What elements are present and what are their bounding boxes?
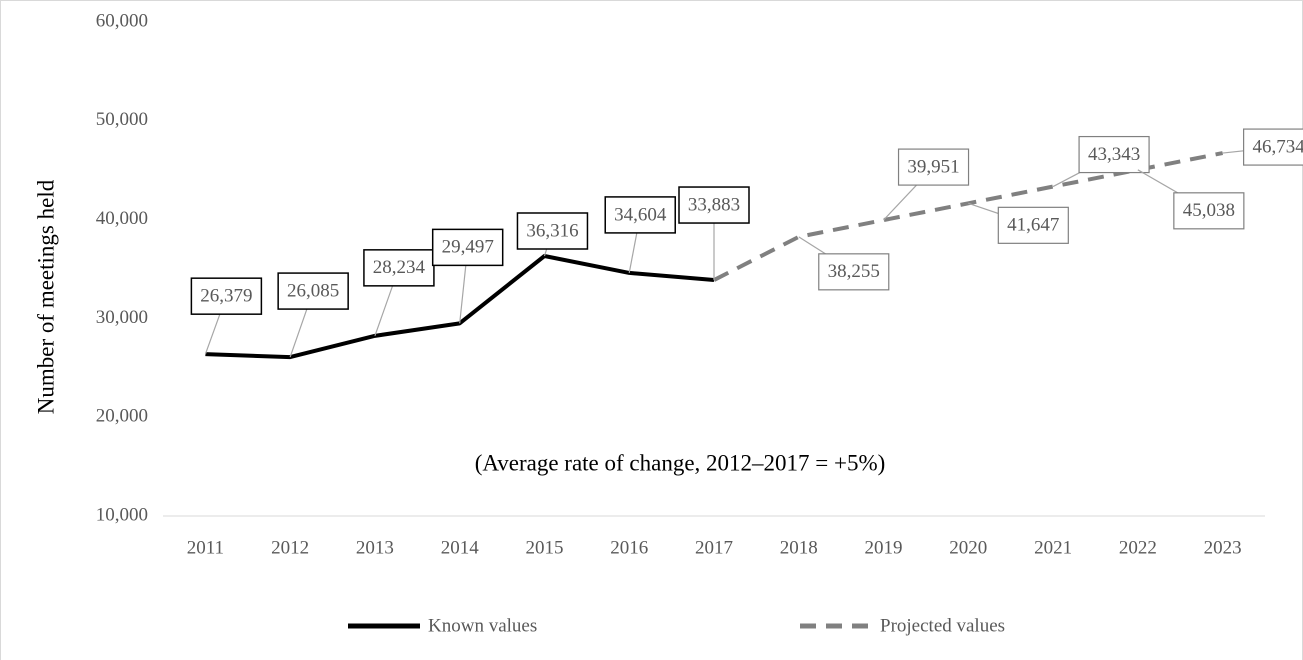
data-label: 41,647 bbox=[997, 206, 1069, 244]
data-label: 39,951 bbox=[897, 148, 970, 186]
data-label-text: 28,234 bbox=[373, 257, 426, 278]
label-box bbox=[1243, 128, 1303, 166]
data-label-text: 46,734 bbox=[1252, 136, 1303, 157]
x-tick-label: 2021 bbox=[1034, 537, 1072, 558]
data-label: 29,497 bbox=[431, 228, 504, 267]
data-label: 28,234 bbox=[363, 249, 435, 287]
y-tick-label: 40,000 bbox=[96, 208, 148, 229]
label-box bbox=[897, 148, 970, 186]
label-box bbox=[190, 277, 263, 315]
data-label-text: 43,343 bbox=[1088, 144, 1140, 165]
data-label: 43,343 bbox=[1078, 135, 1150, 174]
x-tick-label: 2015 bbox=[525, 537, 563, 558]
data-label-text: 34,604 bbox=[614, 204, 667, 225]
label-box bbox=[516, 212, 589, 250]
x-tick-label: 2011 bbox=[187, 537, 224, 558]
x-tick-label: 2023 bbox=[1204, 537, 1242, 558]
label-box bbox=[604, 196, 676, 234]
y-axis-label: Number of meetings held bbox=[33, 179, 58, 414]
x-tick-label: 2017 bbox=[695, 537, 733, 558]
data-label: 26,085 bbox=[277, 272, 349, 310]
x-tick-label: 2016 bbox=[610, 537, 648, 558]
x-tick-label: 2014 bbox=[441, 537, 480, 558]
data-label-text: 26,085 bbox=[287, 280, 339, 301]
data-label-text: 29,497 bbox=[442, 237, 494, 258]
data-label: 36,316 bbox=[516, 212, 589, 250]
data-label: 46,734 bbox=[1243, 128, 1303, 166]
data-label-text: 38,255 bbox=[828, 261, 880, 282]
data-label-text: 26,379 bbox=[200, 286, 252, 307]
data-label-text: 39,951 bbox=[907, 156, 959, 177]
legend-label: Known values bbox=[428, 615, 537, 636]
x-tick-label: 2013 bbox=[356, 537, 394, 558]
x-tick-label: 2020 bbox=[949, 537, 987, 558]
y-tick-label: 30,000 bbox=[96, 307, 148, 328]
y-tick-label: 50,000 bbox=[96, 109, 148, 130]
x-tick-label: 2019 bbox=[865, 537, 903, 558]
data-label: 38,255 bbox=[818, 253, 890, 291]
y-tick-label: 20,000 bbox=[96, 406, 148, 427]
label-box bbox=[818, 253, 890, 291]
legend-label: Projected values bbox=[880, 615, 1005, 636]
label-box bbox=[363, 249, 435, 287]
x-tick-label: 2018 bbox=[780, 537, 818, 558]
x-tick-label: 2022 bbox=[1119, 537, 1157, 558]
y-tick-label: 60,000 bbox=[96, 10, 148, 31]
label-box bbox=[1078, 135, 1150, 174]
data-label-text: 45,038 bbox=[1183, 200, 1235, 221]
x-tick-label: 2012 bbox=[271, 537, 309, 558]
label-box bbox=[431, 228, 504, 267]
data-label-text: 33,883 bbox=[688, 194, 740, 215]
label-box bbox=[1173, 192, 1245, 230]
label-box bbox=[678, 186, 750, 224]
label-box bbox=[997, 206, 1069, 244]
data-label-text: 41,647 bbox=[1007, 215, 1059, 236]
data-label: 45,038 bbox=[1173, 192, 1245, 230]
data-label: 34,604 bbox=[604, 196, 676, 234]
data-label: 33,883 bbox=[678, 186, 750, 224]
data-label-text: 36,316 bbox=[526, 220, 578, 241]
data-label: 26,379 bbox=[190, 277, 263, 315]
label-box bbox=[277, 272, 349, 310]
annotation: (Average rate of change, 2012–2017 = +5%… bbox=[475, 450, 886, 475]
y-tick-label: 10,000 bbox=[96, 504, 148, 525]
